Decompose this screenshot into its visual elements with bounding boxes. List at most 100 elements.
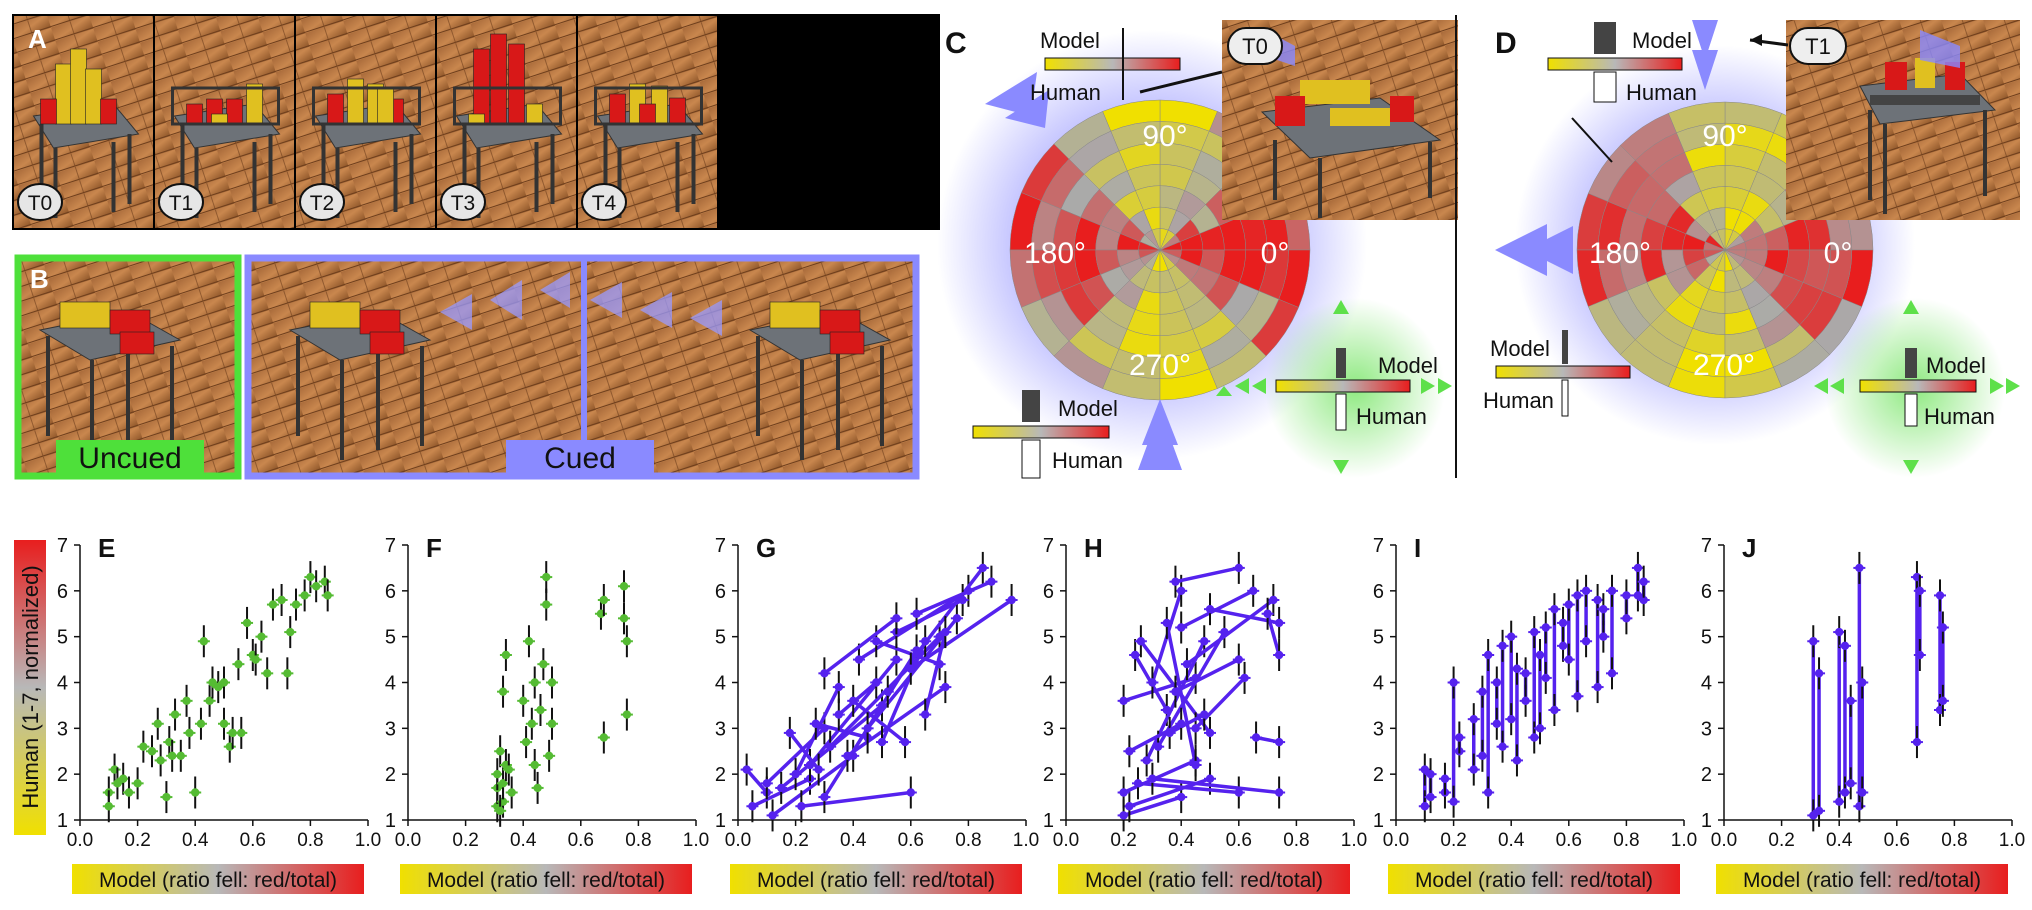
a-badge bbox=[299, 183, 345, 221]
data-point bbox=[1269, 595, 1278, 605]
data-point bbox=[498, 687, 508, 696]
a-railing bbox=[312, 86, 421, 126]
data-point bbox=[1492, 719, 1502, 728]
data-point bbox=[1177, 623, 1186, 632]
data-point bbox=[1607, 669, 1617, 678]
panel-label-e: E bbox=[98, 533, 115, 563]
b-yellow-block bbox=[309, 301, 361, 329]
data-point bbox=[1142, 756, 1151, 765]
a-block bbox=[226, 98, 243, 125]
data-point bbox=[1846, 696, 1855, 706]
panel-label-h: H bbox=[1084, 533, 1103, 563]
data-point bbox=[524, 637, 534, 646]
x-tick-label: 0.6 bbox=[1884, 830, 1910, 851]
y-tick-label: 5 bbox=[385, 627, 396, 649]
data-point bbox=[1171, 577, 1180, 586]
data-point bbox=[843, 751, 852, 761]
data-point bbox=[1492, 678, 1502, 687]
c-pointer bbox=[1139, 70, 1223, 94]
c-badge bbox=[1227, 27, 1283, 65]
x-tick-label: 1.0 bbox=[1999, 830, 2025, 851]
data-point bbox=[1177, 586, 1186, 596]
data-point bbox=[1550, 705, 1559, 715]
scatter-panel-h: 1 2 3 4 5 6 7 0.0 0.2 0.4 0.6 0.8 1.0 H Model (ratio f… bbox=[1043, 533, 1367, 894]
a-block bbox=[377, 88, 394, 125]
pair-line bbox=[1123, 795, 1182, 818]
data-point bbox=[263, 669, 272, 678]
data-point bbox=[1581, 586, 1591, 596]
data-point bbox=[1200, 710, 1209, 719]
data-point bbox=[1573, 692, 1582, 701]
data-point bbox=[519, 696, 528, 706]
x-tick-label: 1.0 bbox=[1671, 830, 1697, 851]
data-point bbox=[1469, 765, 1478, 774]
x-tick-label: 0.8 bbox=[297, 830, 323, 851]
d-top-model: Model bbox=[1632, 28, 1692, 53]
x-tick-label: 1.0 bbox=[683, 830, 709, 851]
d-legend-bottom: Model Human bbox=[1483, 330, 1631, 417]
a-block bbox=[85, 68, 102, 125]
b-red-block bbox=[359, 309, 401, 335]
data-point bbox=[1234, 655, 1244, 664]
data-point bbox=[124, 788, 134, 797]
data-point bbox=[912, 609, 921, 618]
pair-line bbox=[1165, 622, 1198, 766]
data-point bbox=[1521, 696, 1530, 706]
pair-line bbox=[1194, 676, 1246, 730]
a-block bbox=[490, 33, 507, 125]
data-point bbox=[1234, 788, 1244, 797]
pair-line bbox=[1122, 758, 1197, 795]
x-tick-label: 1.0 bbox=[1013, 830, 1039, 851]
pair-line bbox=[788, 731, 821, 771]
data-point bbox=[219, 678, 229, 687]
data-point bbox=[1478, 751, 1487, 761]
y-tick-label: 1 bbox=[1043, 810, 1054, 832]
data-point bbox=[536, 705, 545, 715]
data-point bbox=[1846, 779, 1855, 788]
c-bottom-model-bar bbox=[1022, 390, 1040, 422]
data-point bbox=[283, 669, 292, 678]
c-bottom-model: Model bbox=[1058, 396, 1118, 421]
data-point bbox=[1639, 595, 1648, 605]
data-point bbox=[539, 659, 548, 669]
a-badge bbox=[581, 183, 627, 221]
data-point bbox=[599, 595, 609, 605]
d-badge bbox=[1789, 27, 1847, 65]
data-point bbox=[300, 591, 309, 600]
c-arrows bbox=[985, 72, 1232, 470]
c-badge-text: T0 bbox=[1242, 34, 1268, 59]
y-tick-label: 2 bbox=[715, 764, 726, 786]
data-point bbox=[1125, 802, 1134, 811]
data-point bbox=[493, 769, 502, 779]
y-tick-label: 6 bbox=[57, 581, 68, 603]
pair-line bbox=[823, 616, 898, 675]
a-block bbox=[639, 103, 656, 125]
data-point bbox=[1535, 650, 1545, 660]
panel-b-tables bbox=[38, 301, 892, 460]
data-point bbox=[877, 737, 887, 747]
y-tick-label: 5 bbox=[1701, 627, 1712, 649]
data-point bbox=[619, 614, 629, 623]
data-point bbox=[1449, 678, 1458, 687]
data-point bbox=[1274, 737, 1284, 747]
data-point bbox=[1191, 724, 1200, 733]
label-c: C bbox=[945, 27, 967, 60]
d-angle-90: 90° bbox=[1702, 120, 1747, 153]
data-point bbox=[1498, 641, 1507, 651]
label-b: B bbox=[30, 264, 49, 294]
data-point bbox=[599, 733, 609, 742]
a-badge-text: T0 bbox=[28, 192, 53, 215]
data-point bbox=[1935, 591, 1945, 600]
data-point bbox=[205, 696, 214, 706]
cued-label-box bbox=[506, 440, 654, 476]
label-a: A bbox=[28, 24, 47, 54]
x-tick-label: 0.8 bbox=[955, 830, 981, 851]
data-point bbox=[495, 806, 505, 816]
data-point bbox=[1915, 586, 1925, 596]
data-point bbox=[863, 724, 872, 733]
a-railing bbox=[171, 86, 280, 126]
data-point bbox=[1249, 586, 1258, 596]
polar-cell bbox=[1159, 249, 1182, 259]
data-point bbox=[1840, 788, 1850, 797]
